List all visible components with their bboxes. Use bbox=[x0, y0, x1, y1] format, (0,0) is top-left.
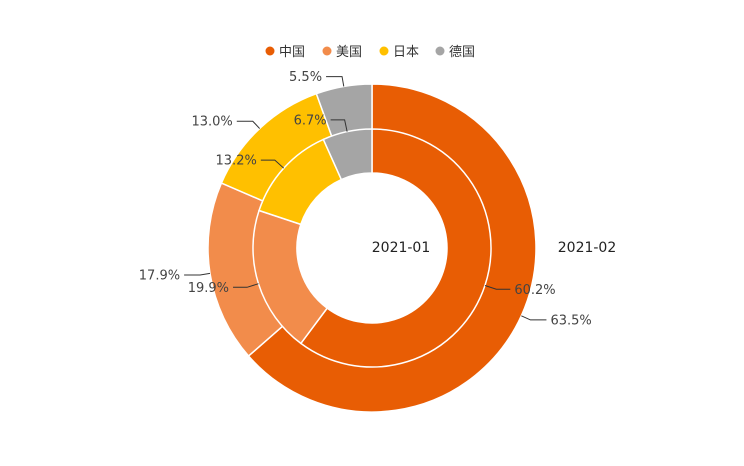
outer-label-japan: 13.0% bbox=[191, 115, 232, 130]
inner-ring-2021-01 bbox=[252, 128, 492, 368]
outer-label-china: 63.5% bbox=[550, 313, 591, 328]
inner-label-germany: 6.7% bbox=[294, 113, 327, 128]
chart-legend: 中国 美国 日本 德国 bbox=[265, 45, 476, 60]
legend-marker-usa bbox=[322, 46, 332, 56]
outer-ring-series-label: 2021-02 bbox=[558, 240, 617, 256]
inner-label-japan: 13.2% bbox=[216, 154, 257, 169]
inner-label-germany-leader-line bbox=[330, 119, 348, 132]
percentage-labels: 63.5% 17.9% 13.0% 5.5% 60.2% 19.9% 13.2% 6.7% bbox=[139, 70, 592, 328]
outer-label-usa: 17.9% bbox=[139, 268, 180, 283]
outer-label-germany-leader-line bbox=[326, 76, 345, 87]
legend-label-china: 中国 bbox=[279, 45, 305, 60]
legend-item-usa[interactable]: 美国 bbox=[322, 45, 363, 60]
inner-slice-germany[interactable] bbox=[322, 128, 373, 181]
outer-label-usa-leader-line bbox=[184, 272, 211, 276]
inner-label-japan-leader-line bbox=[260, 159, 285, 169]
inner-label-usa-leader-line bbox=[233, 283, 259, 288]
legend-label-germany: 德国 bbox=[449, 45, 475, 60]
legend-marker-germany bbox=[435, 46, 445, 56]
legend-item-china[interactable]: 中国 bbox=[265, 45, 306, 60]
outer-ring-2021-02 bbox=[207, 83, 537, 413]
legend-marker-japan bbox=[379, 46, 389, 56]
outer-label-china-leader-line bbox=[521, 315, 547, 321]
legend-marker-china bbox=[265, 46, 275, 56]
outer-label-japan-leader-line bbox=[236, 120, 261, 129]
legend-label-japan: 日本 bbox=[393, 45, 419, 60]
inner-label-usa: 19.9% bbox=[188, 281, 229, 296]
legend-item-germany[interactable]: 德国 bbox=[435, 45, 476, 60]
inner-label-china-leader-line bbox=[484, 285, 511, 290]
inner-label-china: 60.2% bbox=[514, 283, 555, 298]
outer-label-germany: 5.5% bbox=[289, 70, 322, 85]
legend-item-japan[interactable]: 日本 bbox=[379, 45, 420, 60]
legend-label-usa: 美国 bbox=[336, 45, 362, 60]
inner-ring-series-label: 2021-01 bbox=[372, 240, 431, 256]
label-leader-lines bbox=[184, 76, 547, 321]
inner-slice-china[interactable] bbox=[299, 128, 492, 368]
